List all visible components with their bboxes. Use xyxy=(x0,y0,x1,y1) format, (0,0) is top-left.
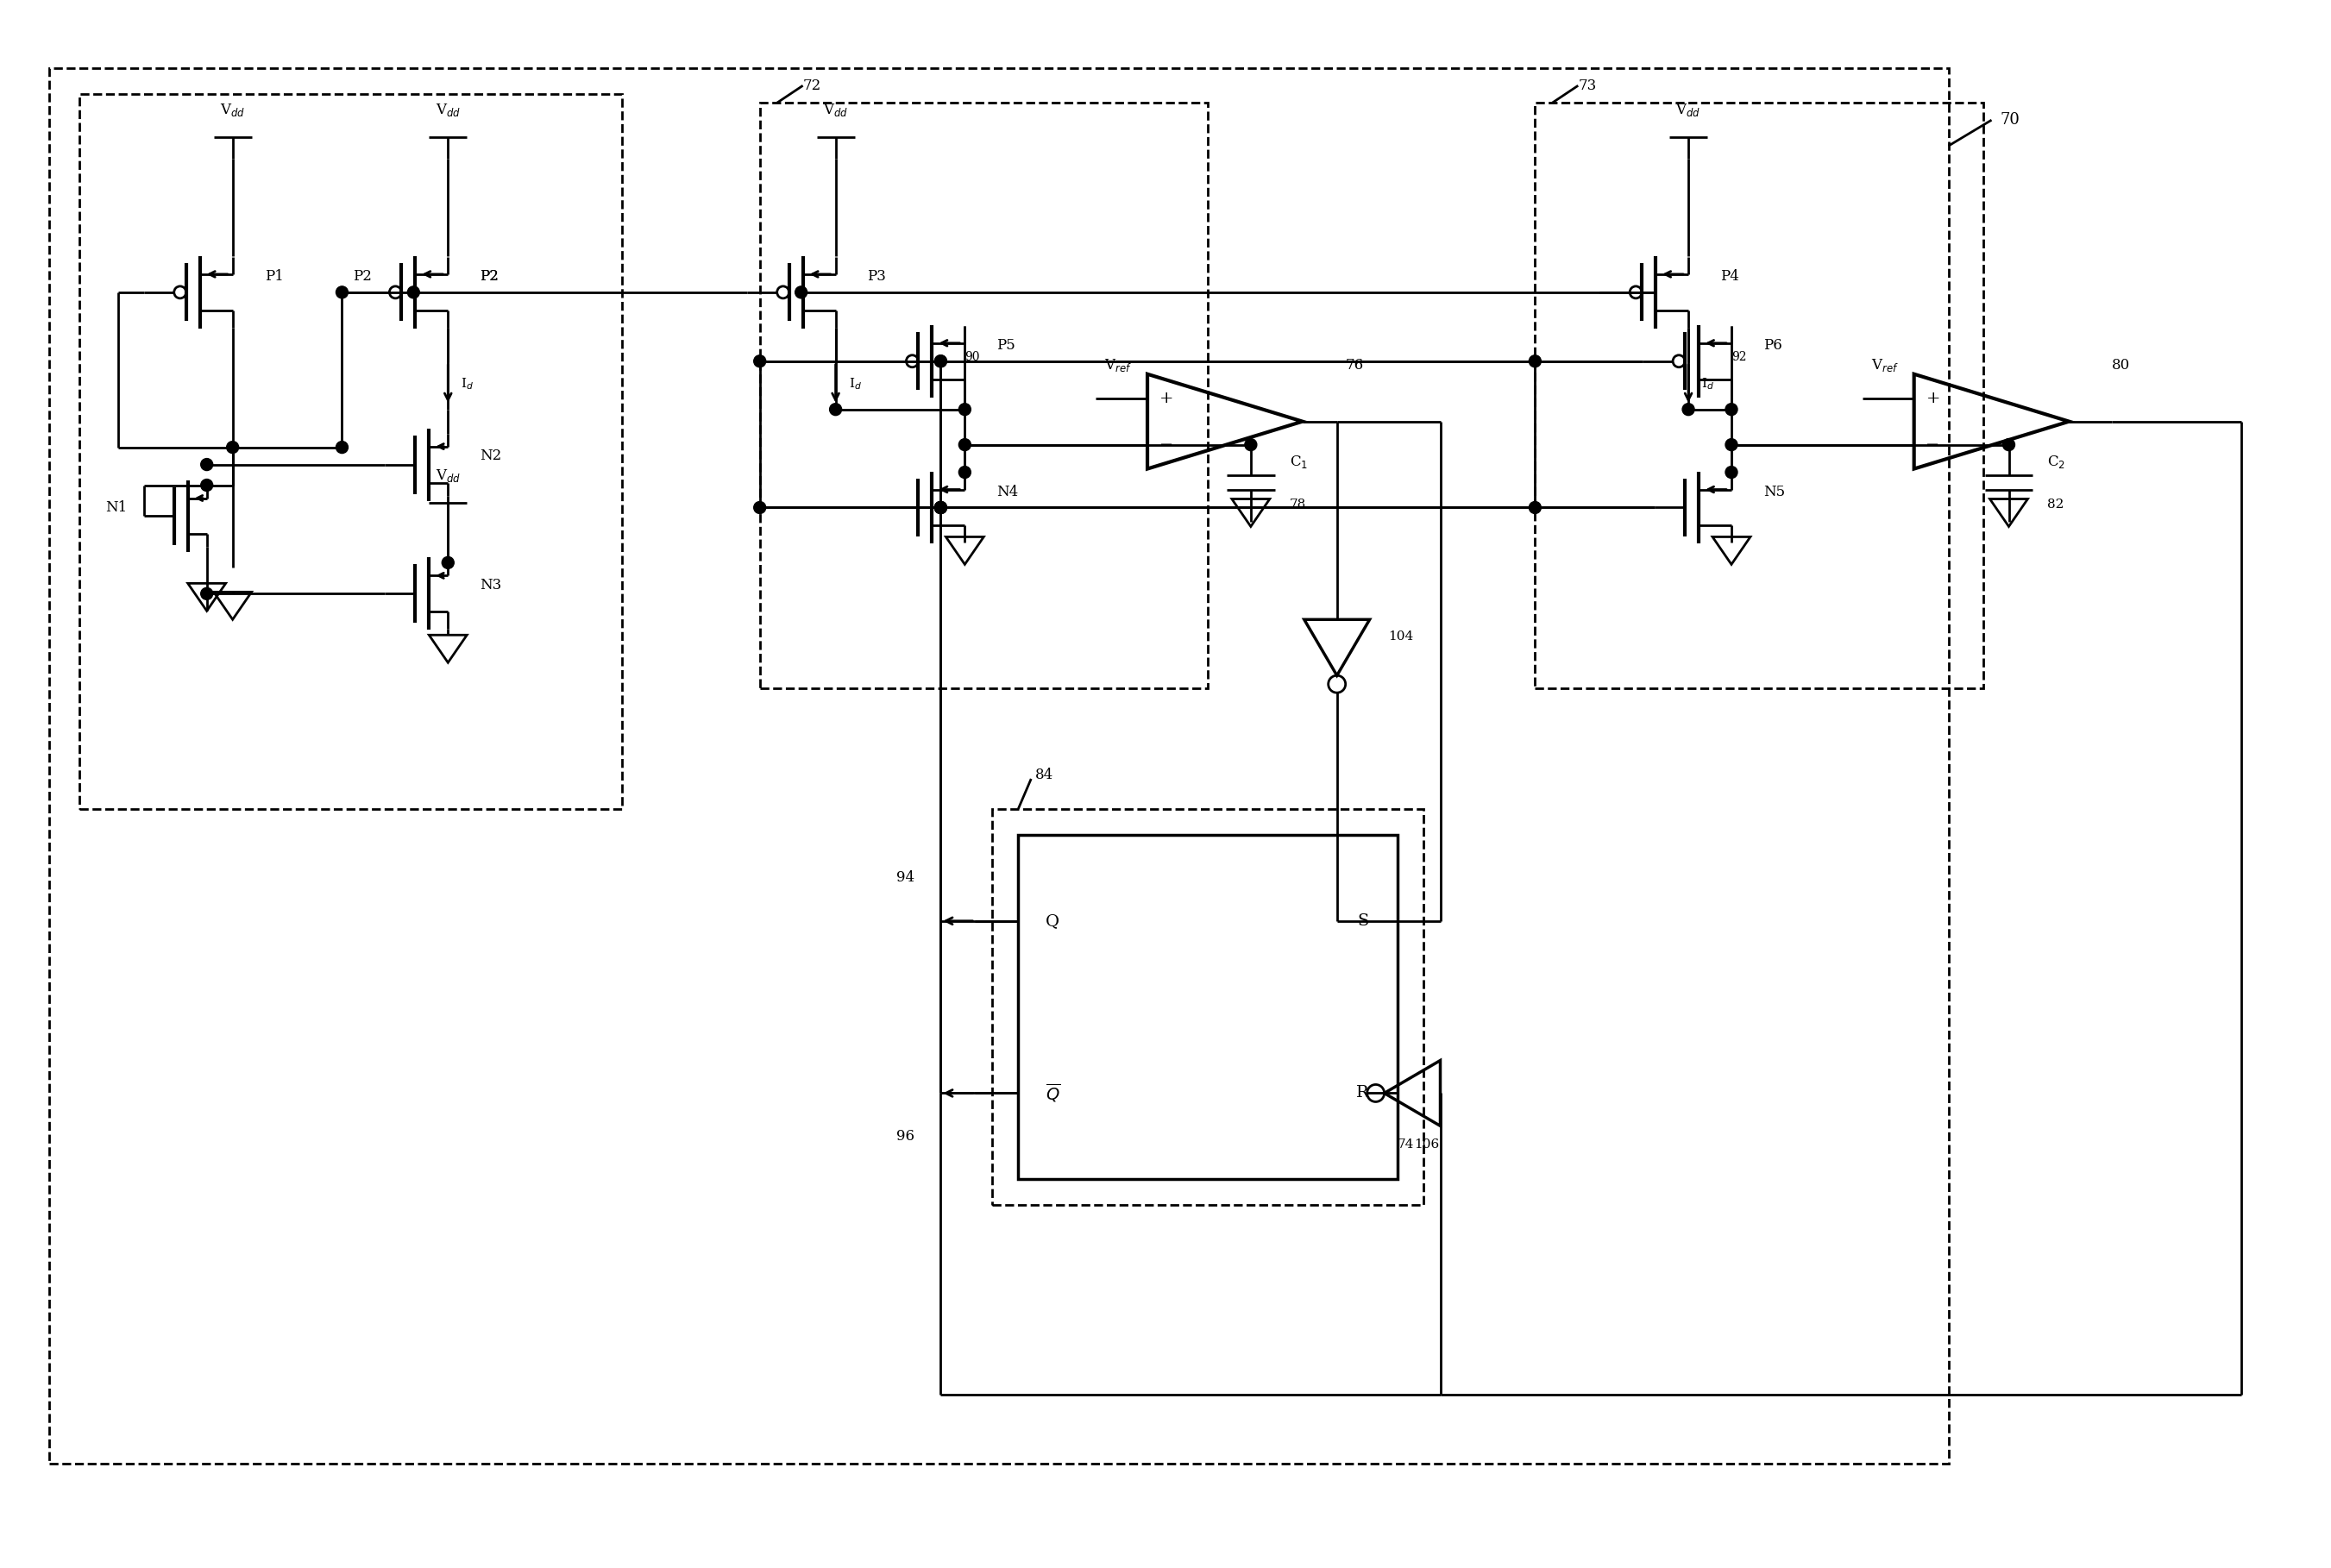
Text: V$_{dd}$: V$_{dd}$ xyxy=(1676,102,1702,118)
Text: V$_{dd}$: V$_{dd}$ xyxy=(219,102,245,118)
Circle shape xyxy=(1245,439,1256,450)
Circle shape xyxy=(1529,502,1541,514)
Text: Q: Q xyxy=(1047,913,1061,928)
Circle shape xyxy=(443,557,455,569)
Circle shape xyxy=(200,480,212,491)
Text: C$_1$: C$_1$ xyxy=(1289,453,1308,470)
Bar xyxy=(1536,103,1984,688)
Circle shape xyxy=(935,502,946,514)
Text: P2: P2 xyxy=(354,270,373,284)
Circle shape xyxy=(935,502,946,514)
Text: 78: 78 xyxy=(1289,499,1305,511)
Text: +: + xyxy=(1159,390,1172,406)
Text: 76: 76 xyxy=(1345,358,1364,373)
Text: 104: 104 xyxy=(1389,630,1415,643)
Circle shape xyxy=(200,588,212,599)
Bar xyxy=(1019,834,1396,1179)
Text: R: R xyxy=(1357,1085,1368,1101)
Circle shape xyxy=(935,502,946,514)
Circle shape xyxy=(408,287,420,298)
Circle shape xyxy=(1529,354,1541,367)
Circle shape xyxy=(830,403,841,416)
Text: N5: N5 xyxy=(1762,485,1786,499)
Circle shape xyxy=(336,441,347,453)
Text: C$_2$: C$_2$ xyxy=(2047,453,2065,470)
Text: P3: P3 xyxy=(867,270,886,284)
Text: 73: 73 xyxy=(1578,78,1597,93)
Text: P2: P2 xyxy=(480,270,499,284)
Circle shape xyxy=(336,287,347,298)
Circle shape xyxy=(1725,466,1737,478)
Text: I$_d$: I$_d$ xyxy=(1702,376,1713,390)
Text: S: S xyxy=(1357,913,1368,928)
Text: 90: 90 xyxy=(965,351,979,362)
Text: P5: P5 xyxy=(998,339,1016,353)
Text: N1: N1 xyxy=(105,500,126,514)
Bar xyxy=(760,103,1207,688)
Text: P6: P6 xyxy=(1762,339,1783,353)
Text: −: − xyxy=(1925,437,1939,453)
Text: N3: N3 xyxy=(480,577,501,593)
Circle shape xyxy=(226,441,238,453)
Text: V$_{dd}$: V$_{dd}$ xyxy=(823,102,848,118)
Text: 70: 70 xyxy=(2000,113,2021,129)
Text: 80: 80 xyxy=(2112,358,2131,373)
Circle shape xyxy=(753,354,767,367)
Text: 84: 84 xyxy=(1035,767,1054,782)
Text: I$_d$: I$_d$ xyxy=(848,376,862,390)
Circle shape xyxy=(935,354,946,367)
Text: 74: 74 xyxy=(1396,1138,1415,1151)
Bar xyxy=(79,94,622,809)
Bar xyxy=(993,809,1422,1206)
Text: +: + xyxy=(1925,390,1939,406)
Text: −: − xyxy=(1159,437,1172,453)
Text: $\overline{Q}$: $\overline{Q}$ xyxy=(1044,1082,1061,1104)
Circle shape xyxy=(1725,403,1737,416)
Circle shape xyxy=(958,403,970,416)
Text: V$_{ref}$: V$_{ref}$ xyxy=(1872,358,1897,373)
Text: I$_d$: I$_d$ xyxy=(462,376,473,390)
Circle shape xyxy=(2002,439,2014,450)
Text: 96: 96 xyxy=(897,1129,914,1143)
Text: 72: 72 xyxy=(802,78,821,93)
Text: P4: P4 xyxy=(1720,270,1739,284)
Text: V$_{dd}$: V$_{dd}$ xyxy=(436,467,462,485)
Text: V$_{ref}$: V$_{ref}$ xyxy=(1105,358,1133,373)
Circle shape xyxy=(958,466,970,478)
Circle shape xyxy=(958,439,970,450)
Text: 92: 92 xyxy=(1732,351,1746,362)
Text: 106: 106 xyxy=(1415,1138,1441,1151)
Text: 82: 82 xyxy=(2047,499,2065,511)
Circle shape xyxy=(1683,403,1695,416)
Text: N2: N2 xyxy=(480,448,501,463)
Text: V$_{dd}$: V$_{dd}$ xyxy=(436,102,462,118)
Circle shape xyxy=(935,354,946,367)
Circle shape xyxy=(935,502,946,514)
Circle shape xyxy=(1725,439,1737,450)
Circle shape xyxy=(753,502,767,514)
Circle shape xyxy=(795,287,807,298)
Text: P2: P2 xyxy=(480,270,499,284)
Text: N4: N4 xyxy=(998,485,1019,499)
Text: 94: 94 xyxy=(897,870,914,886)
Circle shape xyxy=(200,458,212,470)
Bar xyxy=(49,69,1949,1463)
Text: P1: P1 xyxy=(263,270,284,284)
